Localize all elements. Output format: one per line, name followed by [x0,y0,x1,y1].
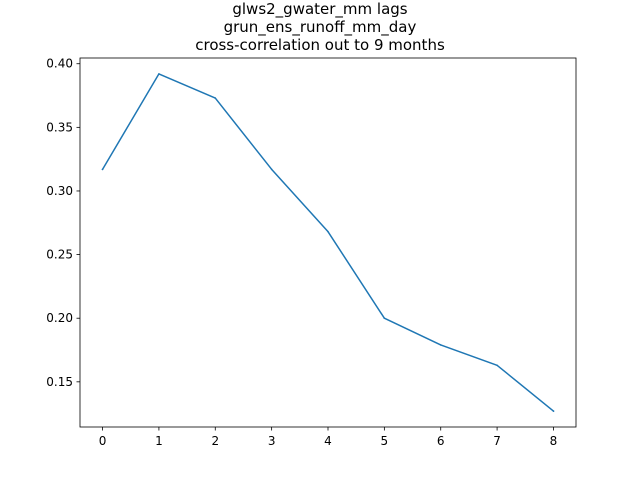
x-tick-label: 5 [381,434,389,448]
data-point [496,364,498,367]
plot-area: 0 1 2 3 4 5 6 7 8 0.15 0.20 0.25 0.30 0.35 0.40 [46,57,577,448]
series-line-0 [101,73,555,413]
data-point [552,410,555,412]
plot-frame [79,57,577,428]
x-tick-label: 0 [99,434,107,448]
x-tick-label: 6 [437,434,445,448]
data-point [214,97,217,99]
x-tick-label: 7 [493,434,501,448]
x-tick-label: 8 [550,434,558,448]
y-tick-label: 0.15 [46,375,73,389]
x-tick-label: 1 [155,434,163,448]
data-point [439,344,442,346]
x-tick-label: 3 [268,434,276,448]
data-point [158,73,160,75]
data-point [327,230,329,233]
y-tick-label: 0.30 [46,184,73,198]
data-point [383,317,386,320]
x-tick-label: 2 [211,434,219,448]
y-tick-label: 0.20 [46,311,73,325]
chart-title-line-2: grun_ens_runoff_mm_day [223,18,417,36]
data-point [270,168,273,171]
data-point [101,168,104,171]
y-tick-label: 0.35 [46,120,73,134]
chart-title-line-1: glws2_gwater_mm lags [232,0,408,18]
y-tick-label: 0.25 [46,248,73,262]
y-tick-label: 0.40 [46,57,73,71]
x-tick-label: 4 [324,434,332,448]
chart-title-line-3: cross-correlation out to 9 months [195,36,445,54]
